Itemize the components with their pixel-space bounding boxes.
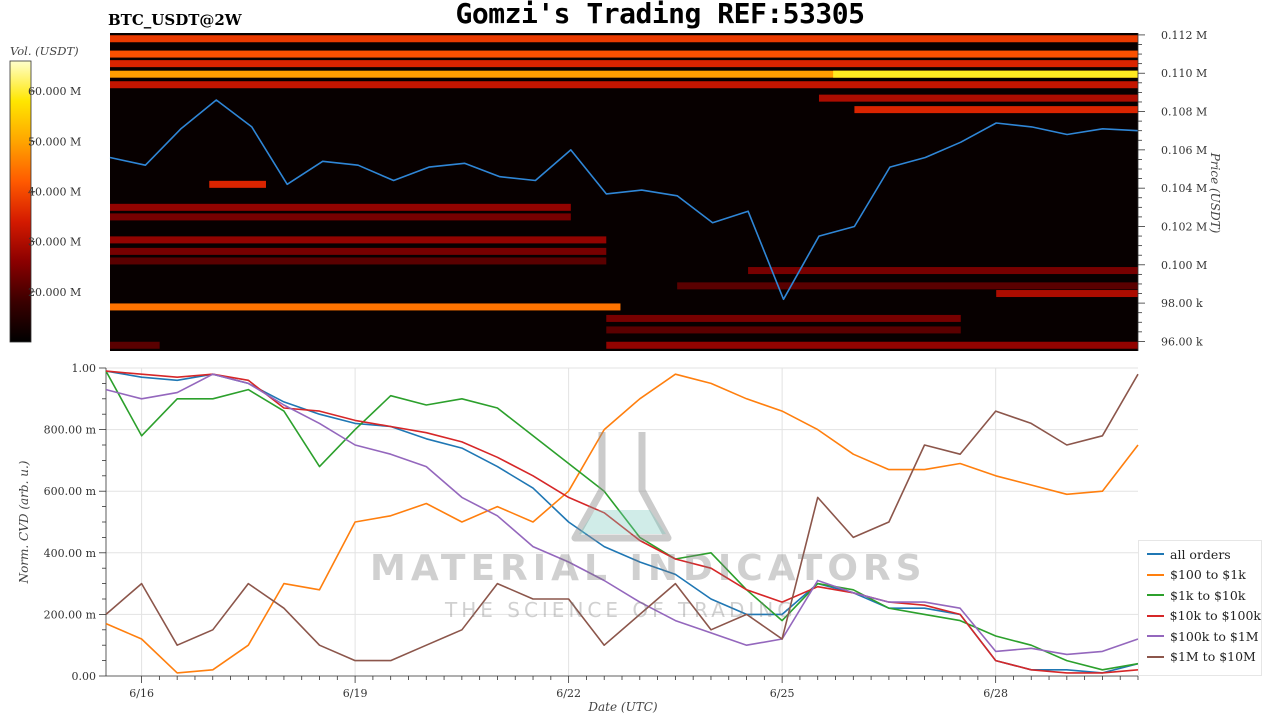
liquidity-band: [110, 303, 621, 311]
cvd-series-line: [105, 370, 1139, 674]
liquidity-band: [110, 60, 1138, 68]
cvd-x-tick-label: 6/25: [770, 687, 795, 700]
liquidity-band: [110, 257, 607, 265]
cvd-y-tick-label: 0.00: [72, 670, 97, 683]
price-tick-label: 0.108 M: [1161, 106, 1207, 119]
colorbar-tick-label: 40.000 M: [28, 185, 81, 198]
cvd-x-tick-label: 6/16: [129, 687, 154, 700]
cvd-y-tick-label: 200.00 m: [44, 608, 97, 621]
liquidity-band: [110, 70, 1138, 78]
cvd-legend: all orders $100 to $1k $1k to $10k $10k to …: [1138, 540, 1262, 676]
legend-label: $100 to $1k: [1170, 567, 1246, 583]
legend-label: $100k to $1M: [1170, 628, 1259, 644]
liquidity-band: [748, 267, 1138, 275]
liquidity-band: [110, 203, 571, 211]
liquidity-band: [110, 50, 1138, 58]
price-tick-label: 0.112 M: [1161, 29, 1207, 42]
price-tick-label: 0.106 M: [1161, 144, 1207, 157]
liquidity-band: [110, 247, 607, 255]
page-title: Gomzi's Trading REF:53305: [455, 0, 865, 30]
liquidity-band: [818, 94, 1138, 102]
legend-label: $10k to $100k: [1169, 608, 1261, 624]
price-axis: 0.112 M 0.110 M 0.108 M 0.106 M 0.104 M 0.102…: [1137, 29, 1207, 351]
legend-swatch: [1147, 655, 1164, 658]
cvd-x-tick-label: 6/22: [556, 687, 581, 700]
liquidity-band: [110, 341, 160, 349]
liquidity-band: [996, 290, 1138, 298]
liquidity-band: [110, 35, 1138, 43]
cvd-series-line: [105, 373, 1139, 656]
cvd-series-line: [105, 373, 1139, 662]
order-book-heatmap-chart: Vol. (USDT) 60.000 M 50.000 M 40.000 M 30.0…: [9, 29, 1222, 351]
legend-label: $1M to $10M: [1170, 649, 1256, 665]
legend-item[interactable]: $100 to $1k: [1147, 565, 1261, 586]
pair-label: BTC_USDT@2W: [108, 11, 242, 29]
colorbar-tick-label: 20.000 M: [28, 286, 81, 299]
colorbar-tick-label: 60.000 M: [28, 85, 81, 98]
price-line: [109, 99, 1139, 301]
liquidity-band: [209, 180, 266, 188]
cvd-x-tick-label: 6/19: [343, 687, 368, 700]
heatmap-bands: [110, 35, 1138, 349]
legend-item[interactable]: all orders: [1147, 544, 1261, 565]
legend-item[interactable]: $1k to $10k: [1147, 585, 1261, 606]
liquidity-band: [110, 236, 607, 244]
legend-swatch: [1147, 553, 1164, 556]
legend-swatch: [1147, 635, 1164, 638]
cvd-chart: 1.00 800.00 m 600.00 m 400.00 m 200.00 m 0.00…: [17, 362, 1139, 714]
price-axis-label: Price (USDT): [1208, 152, 1222, 234]
legend-label: all orders: [1170, 546, 1231, 562]
cvd-x-tick-label: 6/28: [983, 687, 1008, 700]
cvd-series-line: [105, 370, 1139, 674]
colorbar-tick-label: 50.000 M: [28, 135, 81, 148]
legend-swatch: [1147, 573, 1164, 576]
cvd-y-tick-label: 400.00 m: [44, 547, 97, 560]
cvd-y-axis-label: Norm. CVD (arb. u.): [17, 460, 31, 584]
price-tick-label: 0.110 M: [1161, 67, 1207, 80]
price-tick-label: 0.100 M: [1161, 259, 1207, 272]
cvd-y-tick-label: 600.00 m: [44, 485, 97, 498]
cvd-series-line: [105, 373, 1139, 674]
liquidity-band-hot: [833, 70, 1138, 78]
price-tick-label: 96.00 k: [1161, 335, 1203, 348]
cvd-x-axis: 6/16 6/19 6/22 6/25 6/28: [106, 675, 1139, 700]
cvd-x-axis-label: Date (UTC): [587, 700, 657, 714]
colorbar: [9, 60, 32, 343]
liquidity-band: [606, 314, 961, 322]
liquidity-band: [677, 282, 1138, 290]
cvd-y-tick-label: 1.00: [72, 362, 97, 375]
liquidity-band: [606, 341, 1138, 349]
colorbar-tick-label: 30.000 M: [28, 236, 81, 249]
colorbar-label: Vol. (USDT): [10, 44, 79, 58]
colorbar-ticks: 60.000 M 50.000 M 40.000 M 30.000 M 20.000 M: [28, 85, 81, 299]
legend-item[interactable]: $1M to $10M: [1147, 647, 1261, 668]
price-tick-label: 0.102 M: [1161, 220, 1207, 233]
legend-item[interactable]: $100k to $1M: [1147, 626, 1261, 647]
cvd-y-axis: 1.00 800.00 m 600.00 m 400.00 m 200.00 m 0.00: [44, 362, 107, 683]
cvd-series-lines: [105, 370, 1139, 674]
price-tick-label: 0.104 M: [1161, 182, 1207, 195]
legend-item[interactable]: $10k to $100k: [1147, 606, 1261, 627]
legend-label: $1k to $10k: [1170, 587, 1246, 603]
liquidity-band: [110, 81, 1138, 89]
liquidity-band: [854, 106, 1138, 114]
legend-swatch: [1147, 614, 1164, 617]
cvd-y-tick-label: 800.00 m: [44, 424, 97, 437]
legend-swatch: [1147, 594, 1164, 597]
liquidity-band: [110, 213, 571, 221]
price-tick-label: 98.00 k: [1161, 297, 1203, 310]
liquidity-band: [606, 326, 961, 334]
